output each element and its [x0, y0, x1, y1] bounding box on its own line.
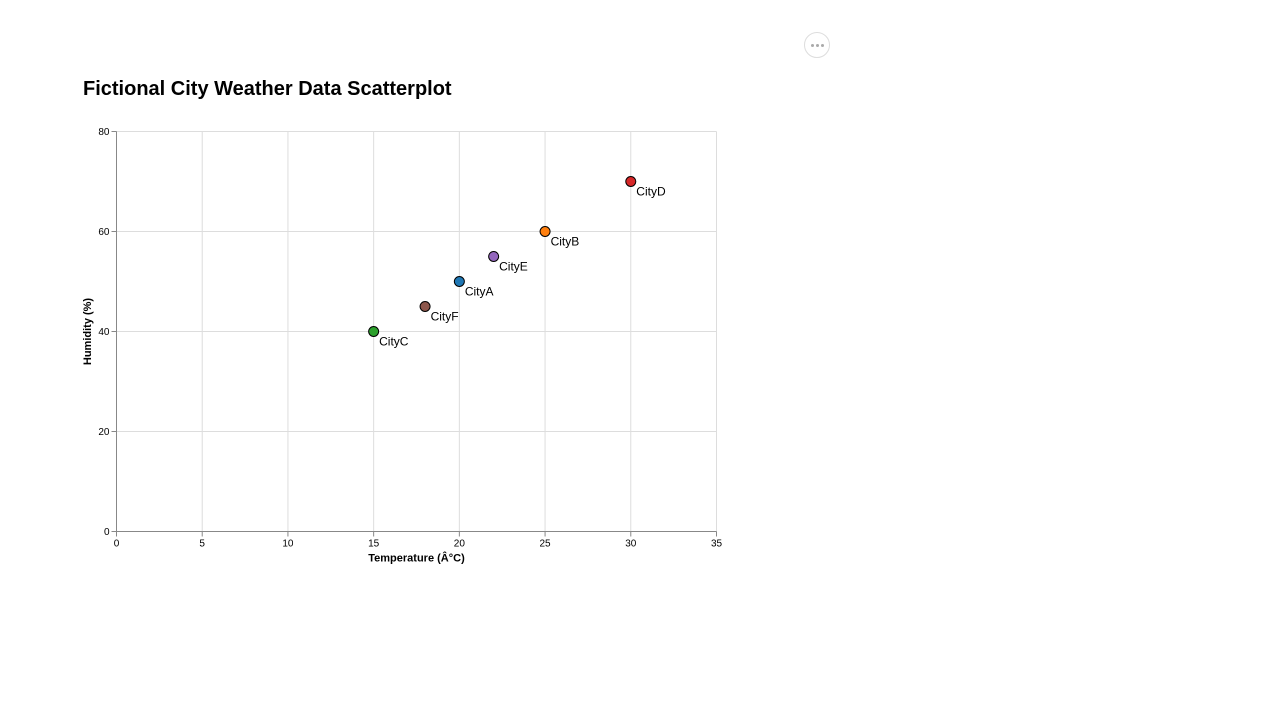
x-tick-label: 35	[711, 539, 723, 550]
data-point[interactable]	[453, 276, 465, 287]
y-tick-label: 0	[104, 527, 110, 538]
x-tick-label: 10	[282, 539, 294, 550]
chart-title: Fictional City Weather Data Scatterplot	[83, 78, 452, 100]
y-tick-label: 60	[98, 227, 110, 238]
data-point[interactable]	[419, 301, 431, 312]
x-axis-title: Temperature (Â°C)	[368, 552, 465, 565]
x-tick-label: 20	[454, 539, 466, 550]
data-point-label: CityF	[431, 310, 459, 324]
data-point[interactable]	[625, 176, 637, 187]
axis-layer: 0 5 10 15 20 25 30 35 0 20 40 60 80	[98, 127, 722, 550]
more-horizontal-icon	[810, 43, 824, 47]
point-layer: CityA CityB CityC CityD CityE CityF	[368, 176, 666, 349]
x-tick-label: 30	[625, 539, 637, 550]
x-tick-label: 5	[199, 539, 205, 550]
data-point-label: CityD	[636, 185, 666, 199]
y-tick-label: 20	[98, 427, 110, 438]
data-point[interactable]	[539, 226, 551, 237]
data-point-label: CityE	[499, 260, 528, 274]
x-tick-label: 0	[114, 539, 120, 550]
y-tick-label: 80	[98, 127, 110, 138]
data-point[interactable]	[368, 326, 380, 337]
grid-layer	[116, 131, 717, 532]
data-point[interactable]	[488, 251, 500, 262]
x-tick-label: 25	[540, 539, 552, 550]
y-tick-label: 40	[98, 327, 110, 338]
x-tick-label: 15	[368, 539, 380, 550]
chart-actions-button[interactable]	[804, 32, 830, 58]
y-axis-title: Humidity (%)	[82, 298, 94, 366]
data-point-label: CityA	[465, 285, 494, 299]
data-point-label: CityC	[379, 335, 409, 349]
data-point-label: CityB	[551, 235, 580, 249]
